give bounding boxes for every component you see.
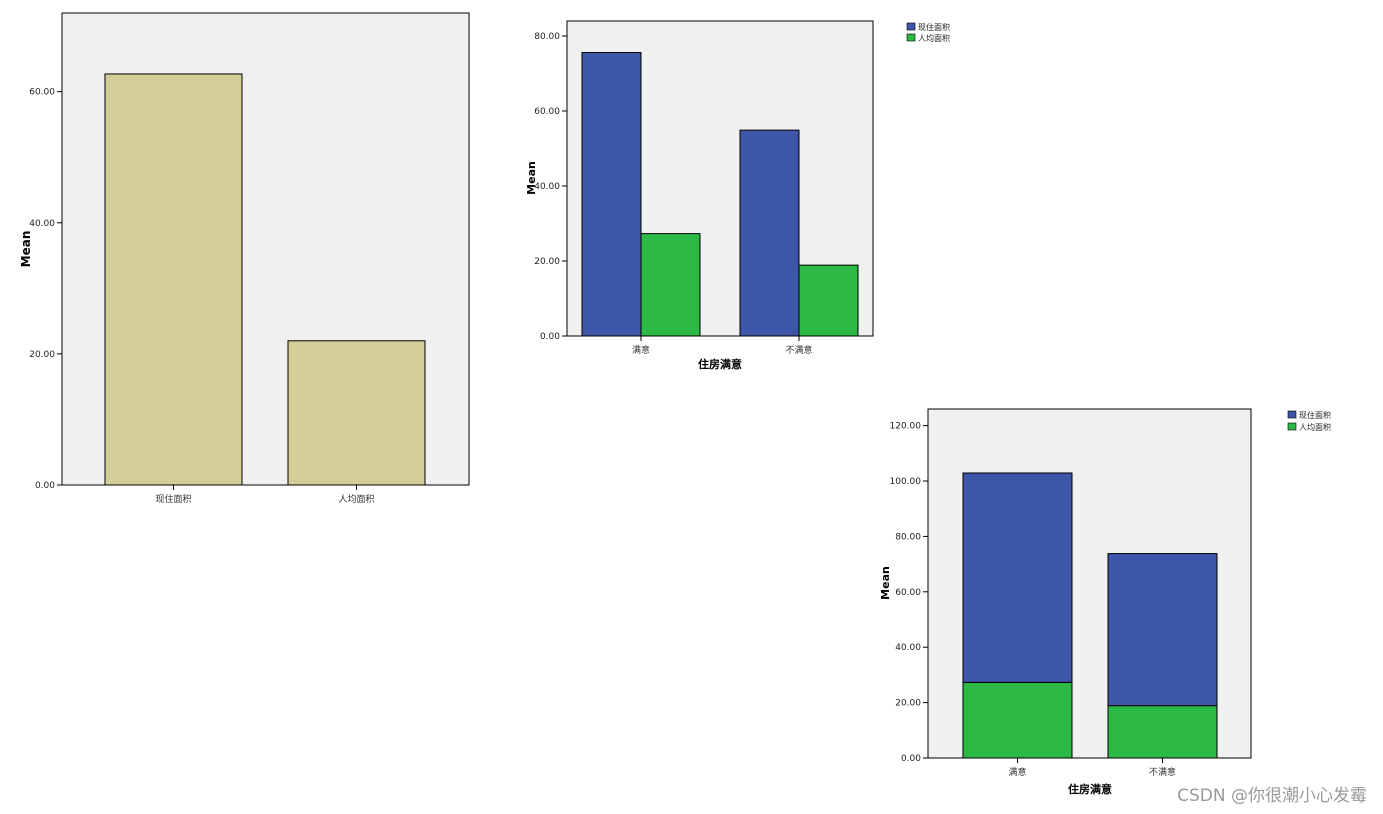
chart-1-y-tick-label: 60.00 [29, 88, 55, 98]
chart-1-bar [287, 340, 426, 486]
chart-3-y-tick-label: 80.00 [895, 532, 921, 542]
chart-2-y-tick-label: 0.00 [540, 332, 560, 342]
chart-3-legend-label-per-capita: 人均面积 [1299, 422, 1331, 432]
chart-2: 0.00 20.00 40.00 60.00 80.00 满意 不满意 Mean 住房满意… [525, 20, 950, 371]
chart-3-y-tick-label: 120.00 [890, 422, 922, 432]
chart-1-y-tick-label: 0.00 [35, 481, 55, 491]
chart-1-x-tick-label: 现住面积 [155, 493, 191, 505]
watermark: CSDN @你很潮小心发霉 [1177, 786, 1367, 806]
chart-3-x-axis-title: 住房满意 [1068, 782, 1112, 796]
chart-2-bars [581, 52, 859, 337]
chart-3-y-axis: 0.00 20.00 40.00 60.00 80.00 100.00 120.00 [890, 422, 928, 764]
chart-2-x-axis: 满意 不满意 [632, 336, 813, 356]
chart-2-y-tick-label: 60.00 [534, 107, 560, 117]
chart-3-y-tick-label: 100.00 [890, 477, 922, 487]
chart-1-y-tick-label: 20.00 [29, 350, 55, 360]
chart-3-legend-swatch-current [1287, 410, 1297, 419]
chart-1-x-axis: 现住面积 人均面积 [155, 485, 375, 505]
chart-3-x-tick-label: 满意 [1008, 766, 1026, 778]
chart-2-bar [581, 52, 642, 337]
chart-3-bar-segment [962, 472, 1073, 683]
chart-1: 0.00 20.00 40.00 60.00 现住面积 人均面积 Mean [19, 12, 470, 505]
chart-1-y-axis-title: Mean [19, 231, 33, 268]
chart-2-legend: 现住面积 人均面积 [906, 22, 950, 43]
chart-1-bar [104, 73, 243, 486]
chart-3-x-axis: 满意 不满意 [1008, 758, 1176, 778]
chart-3-y-tick-label: 0.00 [901, 754, 921, 764]
chart-2-y-tick-label: 80.00 [534, 32, 560, 42]
chart-2-x-tick-label: 不满意 [785, 344, 812, 356]
chart-3-bar-segment [962, 681, 1073, 759]
chart-2-legend-swatch-per-capita [906, 33, 916, 42]
chart-1-y-axis: 0.00 20.00 40.00 60.00 [29, 88, 62, 491]
chart-3-legend-swatch-per-capita [1287, 422, 1297, 431]
chart-1-y-tick-label: 40.00 [29, 219, 55, 229]
chart-2-legend-label-per-capita: 人均面积 [918, 33, 950, 43]
chart-3-legend: 现住面积 人均面积 [1287, 410, 1331, 432]
chart-3-x-tick-label: 不满意 [1149, 766, 1176, 778]
chart-3-bar-segment [1107, 553, 1218, 707]
chart-3-legend-label-current: 现住面积 [1299, 410, 1331, 420]
chart-2-x-axis-title: 住房满意 [698, 357, 742, 371]
chart-3-bars [962, 472, 1218, 759]
chart-2-legend-swatch-current [906, 22, 916, 31]
chart-2-bar [798, 264, 859, 337]
chart-1-bars [104, 73, 426, 486]
chart-3-y-tick-label: 20.00 [895, 699, 921, 709]
chart-2-x-tick-label: 满意 [632, 344, 650, 356]
chart-1-x-tick-label: 人均面积 [338, 493, 374, 505]
chart-2-y-axis-title: Mean [525, 161, 538, 195]
chart-2-bar [640, 233, 701, 337]
chart-2-y-tick-label: 20.00 [534, 257, 560, 267]
chart-2-y-axis: 0.00 20.00 40.00 60.00 80.00 [534, 32, 567, 342]
chart-3-y-tick-label: 40.00 [895, 643, 921, 653]
chart-2-y-tick-label: 40.00 [534, 182, 560, 192]
chart-3-bar-segment [1107, 705, 1218, 759]
chart-3: 0.00 20.00 40.00 60.00 80.00 100.00 120.00 满意 不… [879, 408, 1331, 796]
chart-3-y-tick-label: 60.00 [895, 588, 921, 598]
chart-2-bar [739, 129, 800, 337]
chart-2-legend-label-current: 现住面积 [918, 22, 950, 32]
chart-3-y-axis-title: Mean [879, 566, 892, 600]
